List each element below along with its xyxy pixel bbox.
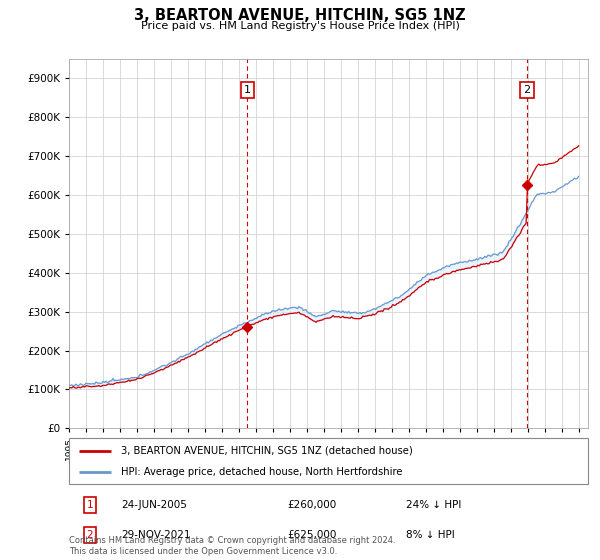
Text: 24% ↓ HPI: 24% ↓ HPI bbox=[406, 500, 462, 510]
Text: 2: 2 bbox=[86, 530, 93, 540]
Text: 3, BEARTON AVENUE, HITCHIN, SG5 1NZ (detached house): 3, BEARTON AVENUE, HITCHIN, SG5 1NZ (det… bbox=[121, 446, 413, 456]
Text: 3, BEARTON AVENUE, HITCHIN, SG5 1NZ: 3, BEARTON AVENUE, HITCHIN, SG5 1NZ bbox=[134, 8, 466, 24]
Text: 1: 1 bbox=[86, 500, 93, 510]
Text: £260,000: £260,000 bbox=[287, 500, 336, 510]
FancyBboxPatch shape bbox=[69, 438, 588, 484]
Text: 1: 1 bbox=[244, 85, 251, 95]
Text: Contains HM Land Registry data © Crown copyright and database right 2024.
This d: Contains HM Land Registry data © Crown c… bbox=[69, 536, 395, 556]
Text: 29-NOV-2021: 29-NOV-2021 bbox=[121, 530, 190, 540]
Text: 2: 2 bbox=[523, 85, 530, 95]
Text: HPI: Average price, detached house, North Hertfordshire: HPI: Average price, detached house, Nort… bbox=[121, 467, 403, 477]
Text: Price paid vs. HM Land Registry's House Price Index (HPI): Price paid vs. HM Land Registry's House … bbox=[140, 21, 460, 31]
Text: 24-JUN-2005: 24-JUN-2005 bbox=[121, 500, 187, 510]
Text: 8% ↓ HPI: 8% ↓ HPI bbox=[406, 530, 455, 540]
Text: £625,000: £625,000 bbox=[287, 530, 337, 540]
